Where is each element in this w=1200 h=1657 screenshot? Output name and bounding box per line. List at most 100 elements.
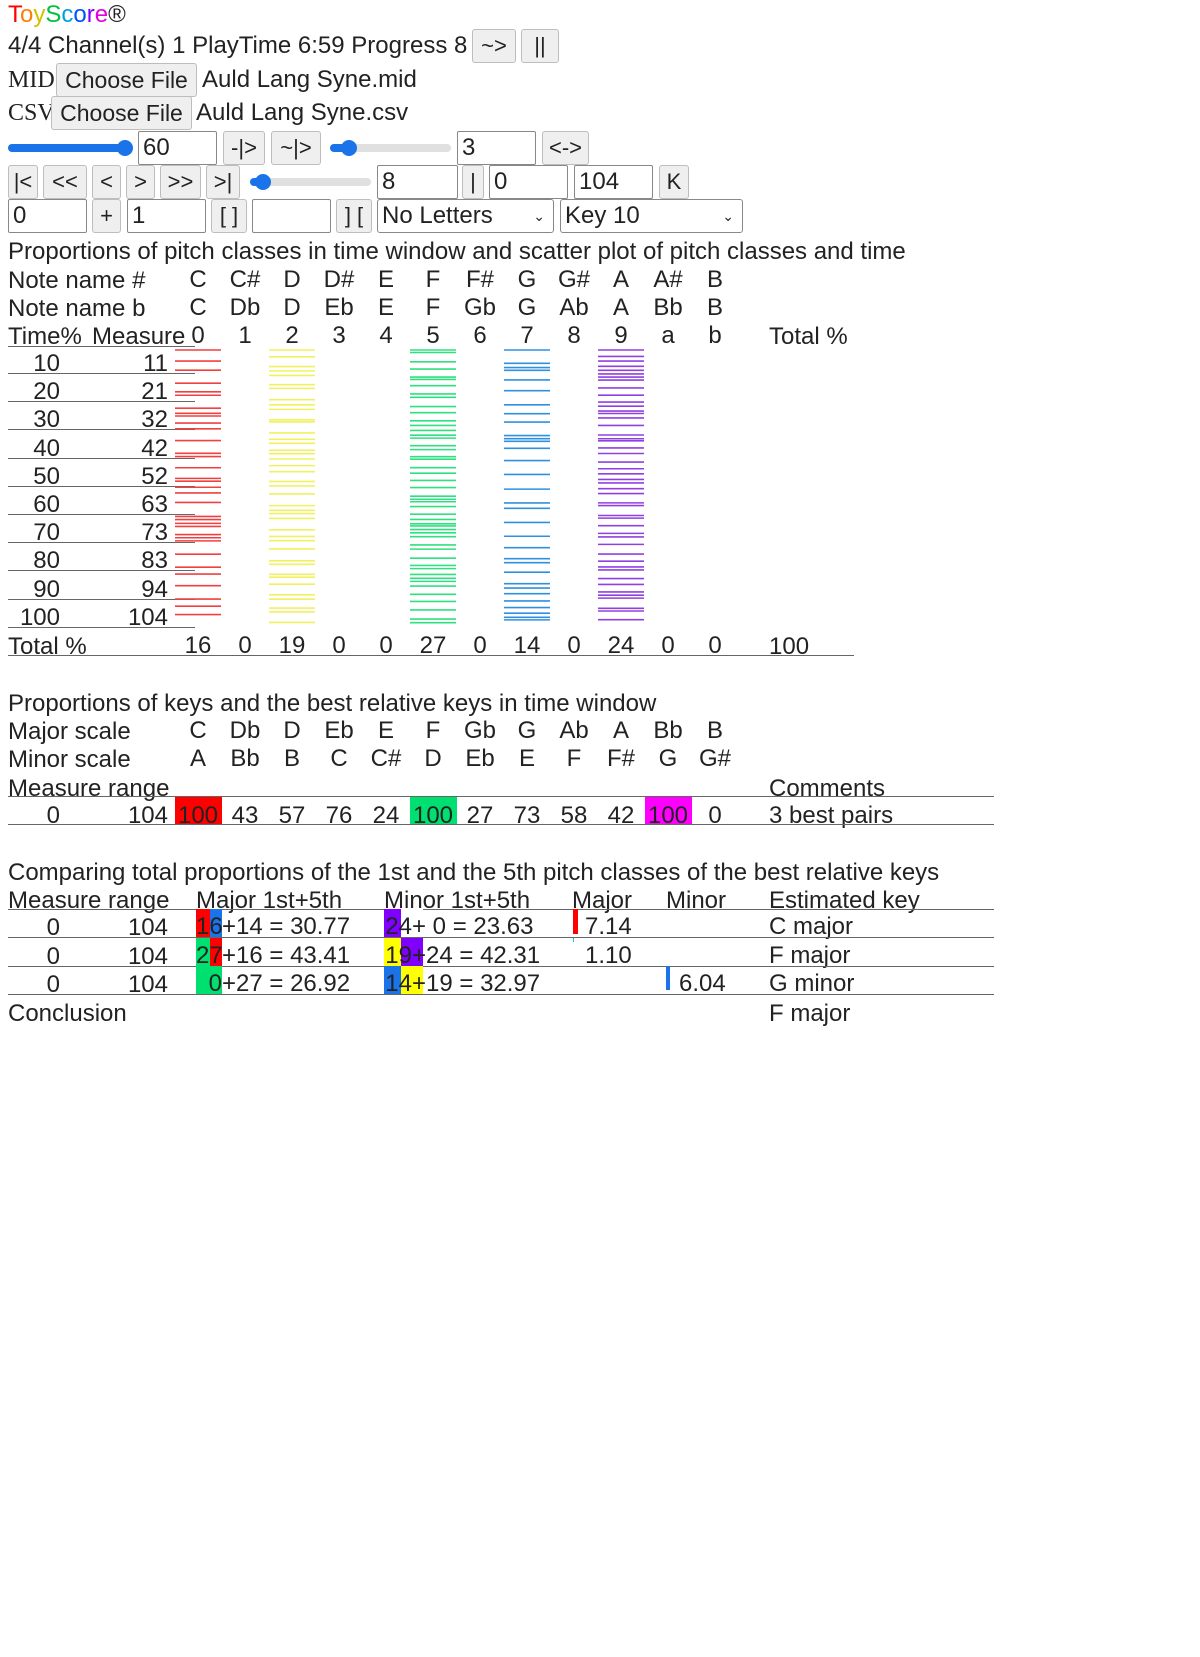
conclusion-value: F major	[769, 1000, 851, 1027]
key-header-minor-1: Bb	[230, 745, 260, 772]
key-header-minor-10: G	[658, 745, 678, 772]
mid-label: MID	[8, 67, 55, 93]
compare-range-from: 0	[46, 942, 60, 970]
compare-section-title: Comparing total proportions of the 1st a…	[8, 859, 940, 886]
tempo-slider[interactable]	[8, 131, 133, 165]
pitch-header-row3-9: 9	[614, 322, 628, 349]
play-button[interactable]: ~>	[472, 29, 516, 63]
major-fifth-box	[210, 966, 222, 994]
key-header-minor-8: F	[566, 745, 582, 772]
brackets-button[interactable]: [ ]	[211, 199, 247, 233]
minor-fifth-box	[401, 937, 423, 966]
plus-button[interactable]: +	[92, 199, 121, 233]
total-percent-header: Total %	[769, 323, 848, 350]
forward-button[interactable]: >>	[160, 165, 201, 199]
time-row-divider	[8, 542, 195, 544]
key-header-major-10: Bb	[653, 717, 683, 744]
pitch-header-row1-11: B	[706, 266, 723, 293]
keys-header-divider	[8, 796, 994, 797]
time-row-divider	[8, 373, 195, 374]
keys-range-from: 0	[46, 802, 60, 829]
key-value-8: 58	[560, 802, 588, 829]
major-diff-value: 7.14	[585, 913, 632, 940]
key-header-major-9: A	[612, 717, 629, 744]
key-header-major-1: Db	[229, 717, 261, 744]
keys-section-title: Proportions of keys and the best relativ…	[8, 690, 657, 717]
chevron-down-icon: ⌄	[533, 208, 545, 224]
key-header-minor-4: C#	[370, 745, 402, 772]
key-header-minor-6: Eb	[465, 745, 495, 772]
key-value-0: 100	[177, 802, 219, 829]
step-button[interactable]: -|>	[223, 131, 265, 165]
next-button[interactable]: >	[126, 165, 155, 199]
pitch-header-row1-1: C#	[229, 266, 261, 293]
pitch-grand-total: 100	[769, 633, 810, 660]
pitch-total-11: 0	[708, 632, 722, 659]
keys-range-to: 104	[127, 802, 168, 829]
first-button[interactable]: |<	[8, 165, 38, 199]
time-row-divider	[8, 514, 195, 515]
pitch-header-row3-3: 3	[332, 322, 346, 349]
major-sum: +16 = 43.41	[222, 941, 351, 969]
measure-label: Measure	[92, 323, 186, 350]
wave-step-button[interactable]: ~|>	[271, 131, 321, 165]
pitch-total-9: 24	[607, 632, 635, 659]
reverse-brackets-button[interactable]: ] [	[336, 199, 372, 233]
time-row-divider	[8, 401, 195, 403]
mid-choose-file-button[interactable]: Choose File	[56, 63, 197, 97]
pause-button[interactable]: ||	[521, 29, 559, 63]
range-input[interactable]	[252, 199, 331, 233]
major-fifth-box	[210, 937, 222, 966]
compare-row-divider	[8, 965, 994, 967]
pitch-header-row2-7: G	[517, 294, 537, 321]
compare-header-divider	[8, 909, 994, 910]
rewind-button[interactable]: <<	[43, 165, 87, 199]
major-first-value: 27	[196, 941, 223, 969]
key-header-major-11: B	[706, 717, 723, 744]
last-button[interactable]: >|	[206, 165, 240, 199]
pitch-header-row2-1: Db	[229, 294, 261, 321]
measure-cell: 63	[141, 491, 168, 518]
major-first-value: 0	[208, 970, 222, 997]
key-value-3: 76	[325, 802, 353, 829]
key-value-1: 43	[231, 802, 259, 829]
start-measure-input[interactable]: 0	[489, 165, 568, 199]
key-select[interactable]: Key 10 ⌄	[560, 199, 743, 233]
step-input[interactable]: 1	[127, 199, 206, 233]
minor-first-box	[384, 909, 401, 937]
key-select-value: Key 10	[565, 202, 640, 229]
measure-cell: 52	[141, 462, 168, 490]
key-highlight-box	[175, 797, 222, 824]
measure-cell: 104	[127, 603, 168, 631]
position-slider[interactable]	[250, 165, 371, 199]
compare-minor-diff-header: Minor	[666, 887, 727, 914]
estimated-key-value: G minor	[769, 970, 855, 997]
logo-letter: y	[33, 1, 46, 28]
note-sharp-label: Note name #	[8, 267, 146, 294]
position-input[interactable]: 8	[377, 165, 458, 199]
pitch-total-3: 0	[332, 632, 346, 659]
time-row-divider	[8, 598, 195, 600]
end-measure-input[interactable]: 104	[574, 165, 653, 199]
channel-slider[interactable]	[330, 131, 451, 165]
offset-input[interactable]: 0	[8, 199, 87, 233]
compare-range-to: 104	[127, 914, 168, 941]
pitch-header-row1-2: D	[283, 266, 301, 293]
k-button[interactable]: K	[659, 165, 689, 199]
compare-range-from: 0	[46, 971, 60, 998]
swap-button[interactable]: <->	[542, 131, 589, 165]
prev-button[interactable]: <	[92, 165, 121, 199]
tempo-input[interactable]: 60	[138, 131, 217, 165]
channel-input[interactable]: 3	[457, 131, 536, 165]
time-percent-cell: 100	[19, 603, 60, 631]
csv-file-name: Auld Lang Syne.csv	[196, 99, 409, 126]
csv-choose-file-button[interactable]: Choose File	[51, 96, 192, 130]
bar-button[interactable]: |	[462, 165, 484, 199]
time-row-divider	[8, 485, 195, 487]
key-value-9: 42	[607, 802, 635, 829]
compare-range-to: 104	[127, 971, 168, 998]
key-value-4: 24	[372, 802, 400, 829]
letters-select[interactable]: No Letters ⌄	[377, 199, 554, 233]
pitch-header-row1-7: G	[517, 266, 537, 293]
major-sum: +14 = 30.77	[222, 913, 351, 940]
